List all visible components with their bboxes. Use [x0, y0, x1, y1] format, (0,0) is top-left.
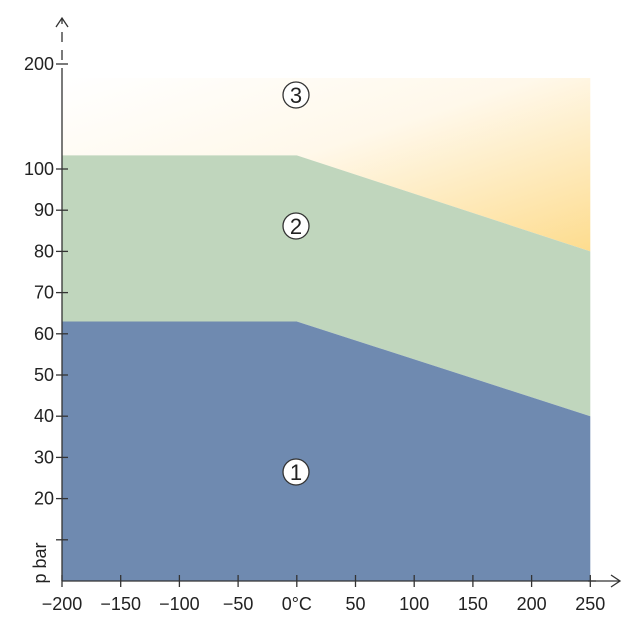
x-tick-label: −150: [100, 594, 141, 614]
region-2-area: [62, 155, 591, 417]
x-tick-label: −200: [42, 594, 83, 614]
x-tick-label: −50: [223, 594, 254, 614]
region-3-area: [62, 78, 591, 252]
y-tick-label: 20: [34, 489, 54, 509]
y-tick-label: 100: [24, 159, 54, 179]
y-axis-arrow: [55, 16, 69, 28]
y-tick-label: 90: [34, 200, 54, 220]
x-tick-label: 100: [399, 594, 429, 614]
region-3-label: 3: [290, 83, 302, 108]
region-1-marker: [282, 458, 310, 486]
y-tick-label: 30: [34, 447, 54, 467]
y-tick-label: 60: [34, 324, 54, 344]
y-tick-label: 50: [34, 365, 54, 385]
region-2-marker: [282, 212, 310, 240]
y-tick-label: 70: [34, 283, 54, 303]
region-1-label: 1: [290, 460, 302, 485]
x-tick-label: 150: [458, 594, 488, 614]
y-tick-label: 200: [24, 54, 54, 74]
region-3-marker: [282, 81, 310, 109]
x-tick-label: 200: [517, 594, 547, 614]
x-tick-label: 50: [345, 594, 365, 614]
region-1-area: [62, 321, 591, 581]
y-tick-label: 40: [34, 406, 54, 426]
x-axis-arrow: [610, 574, 622, 588]
region-2-label: 2: [290, 214, 302, 239]
y-axis-label: p bar: [30, 542, 50, 583]
x-tick-label: 250: [575, 594, 605, 614]
x-tick-label: 0°C: [282, 594, 312, 614]
x-tick-label: −100: [159, 594, 200, 614]
y-tick-label: 80: [34, 241, 54, 261]
